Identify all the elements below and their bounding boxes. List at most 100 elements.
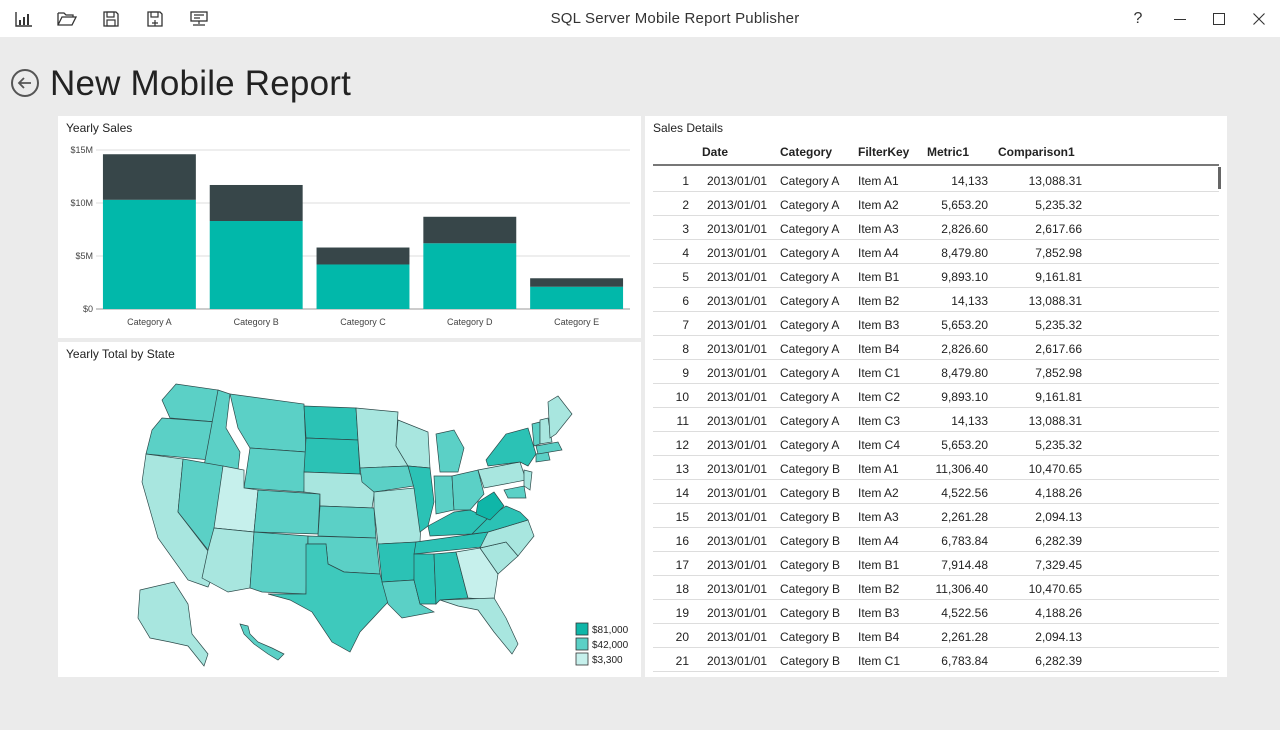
table-row[interactable]: 4 2013/01/01 Category A Item A4 8,479.80 7,85… [653,240,1219,264]
metric1-cell: 14,133 [951,414,988,428]
table-row[interactable]: 9 2013/01/01 Category A Item C1 8,479.80 7,85… [653,360,1219,384]
metric1-cell: 2,826.60 [941,222,988,236]
date-cell: 2013/01/01 [707,414,768,428]
column-header-category[interactable]: Category [780,145,833,159]
date-cell: 2013/01/01 [707,462,768,476]
column-header-metric1[interactable]: Metric1 [927,145,970,159]
date-cell: 2013/01/01 [707,654,768,668]
map-state-ny [485,427,537,467]
y-tick-label: $0 [83,304,93,314]
back-button[interactable] [11,69,39,97]
filterkey-cell: Item C2 [858,390,901,404]
report-icon[interactable] [14,9,34,29]
category-cell: Category B [780,534,841,548]
table-row[interactable]: 10 2013/01/01 Category A Item C2 9,893.10 9,1… [653,384,1219,408]
x-tick-label: Category D [447,317,493,327]
table-scrollbar[interactable] [1218,167,1221,189]
table-row[interactable]: 18 2013/01/01 Category B Item B2 11,306.40 10… [653,576,1219,600]
comparison1-cell: 4,188.26 [1035,486,1082,500]
x-tick-label: Category A [127,317,172,327]
category-cell: Category A [780,318,840,332]
date-cell: 2013/01/01 [707,366,768,380]
comparison1-cell: 10,470.65 [1028,582,1082,596]
table-row[interactable]: 17 2013/01/01 Category B Item B1 7,914.48 7,3… [653,552,1219,576]
column-header-filterkey[interactable]: FilterKey [858,145,910,159]
yearly-sales-title: Yearly Sales [66,121,133,135]
bar-segment[interactable] [423,243,517,309]
bar-segment[interactable] [209,184,303,222]
date-cell: 2013/01/01 [707,222,768,236]
date-cell: 2013/01/01 [707,318,768,332]
table-row[interactable]: 14 2013/01/01 Category B Item A2 4,522.56 4,1… [653,480,1219,504]
table-row[interactable]: 6 2013/01/01 Category A Item B2 14,133 13,088… [653,288,1219,312]
close-button[interactable] [1245,6,1273,32]
bar-segment[interactable] [316,247,410,265]
table-row[interactable]: 5 2013/01/01 Category A Item B1 9,893.10 9,16… [653,264,1219,288]
metric1-cell: 2,261.28 [941,510,988,524]
help-button[interactable]: ? [1133,10,1143,27]
map-state-hi [239,623,285,661]
maximize-button[interactable] [1205,6,1233,32]
metric1-cell: 14,133 [951,294,988,308]
map-state-mt [229,393,307,453]
row-number: 7 [682,318,689,332]
title-bar: SQL Server Mobile Report Publisher ? [0,0,1280,37]
metric1-cell: 2,826.60 [941,342,988,356]
table-row[interactable]: 21 2013/01/01 Category B Item C1 6,783.84 6,2… [653,648,1219,672]
date-cell: 2013/01/01 [707,174,768,188]
filterkey-cell: Item C3 [858,414,901,428]
date-cell: 2013/01/01 [707,486,768,500]
category-cell: Category A [780,222,840,236]
table-row[interactable]: 12 2013/01/01 Category A Item C4 5,653.20 5,2… [653,432,1219,456]
column-header-comparison1[interactable]: Comparison1 [998,145,1075,159]
map-state-vt [531,421,541,447]
map-state-tx [267,543,389,653]
row-number: 12 [675,438,689,452]
sales-details-panel: Sales Details Date Category FilterKey Me… [645,116,1227,677]
bar-segment[interactable] [530,278,624,287]
save-as-icon[interactable] [145,9,165,29]
bar-segment[interactable] [530,286,624,309]
x-tick-label: Category E [554,317,599,327]
open-folder-icon[interactable] [57,9,77,29]
bar-segment[interactable] [102,199,196,309]
map-state-oh [451,469,485,511]
table-row[interactable]: 13 2013/01/01 Category B Item A1 11,306.40 10… [653,456,1219,480]
filterkey-cell: Item A3 [858,222,899,236]
table-row[interactable]: 11 2013/01/01 Category A Item C3 14,133 13,08… [653,408,1219,432]
save-icon[interactable] [101,9,121,29]
date-cell: 2013/01/01 [707,510,768,524]
category-cell: Category A [780,270,840,284]
table-body[interactable]: 1 2013/01/01 Category A Item A1 14,133 13,088… [653,168,1219,676]
row-number: 15 [675,510,689,524]
bar-segment[interactable] [209,221,303,309]
map-state-nj [523,469,533,491]
table-row[interactable]: 15 2013/01/01 Category B Item A3 2,261.28 2,0… [653,504,1219,528]
table-row[interactable]: 16 2013/01/01 Category B Item A4 6,783.84 6,2… [653,528,1219,552]
comparison1-cell: 10,470.65 [1028,462,1082,476]
x-tick-label: Category B [234,317,279,327]
column-header-date[interactable]: Date [702,145,729,159]
table-row[interactable]: 8 2013/01/01 Category A Item B4 2,826.60 2,61… [653,336,1219,360]
metric1-cell: 8,479.80 [941,246,988,260]
table-row[interactable]: 1 2013/01/01 Category A Item A1 14,133 13,088… [653,168,1219,192]
table-row[interactable]: 20 2013/01/01 Category B Item B4 2,261.28 2,0… [653,624,1219,648]
metric1-cell: 11,306.40 [935,582,989,596]
table-row[interactable]: 7 2013/01/01 Category A Item B3 5,653.20 5,23… [653,312,1219,336]
publish-server-icon[interactable] [189,9,209,29]
metric1-cell: 5,653.20 [941,438,988,452]
table-row[interactable]: 3 2013/01/01 Category A Item A3 2,826.60 2,61… [653,216,1219,240]
filterkey-cell: Item B2 [858,582,900,596]
bar-segment[interactable] [102,154,196,200]
bar-segment[interactable] [423,216,517,244]
map-state-nm [249,531,309,595]
minimize-button[interactable] [1166,6,1194,32]
legend-swatch-low [575,652,589,666]
table-row[interactable]: 2 2013/01/01 Category A Item A2 5,653.20 5,23… [653,192,1219,216]
bar-segment[interactable] [316,264,410,309]
table-row[interactable]: 19 2013/01/01 Category B Item B3 4,522.56 4,1… [653,600,1219,624]
metric1-cell: 4,522.56 [941,606,988,620]
filterkey-cell: Item B3 [858,318,900,332]
date-cell: 2013/01/01 [707,342,768,356]
category-cell: Category B [780,606,841,620]
